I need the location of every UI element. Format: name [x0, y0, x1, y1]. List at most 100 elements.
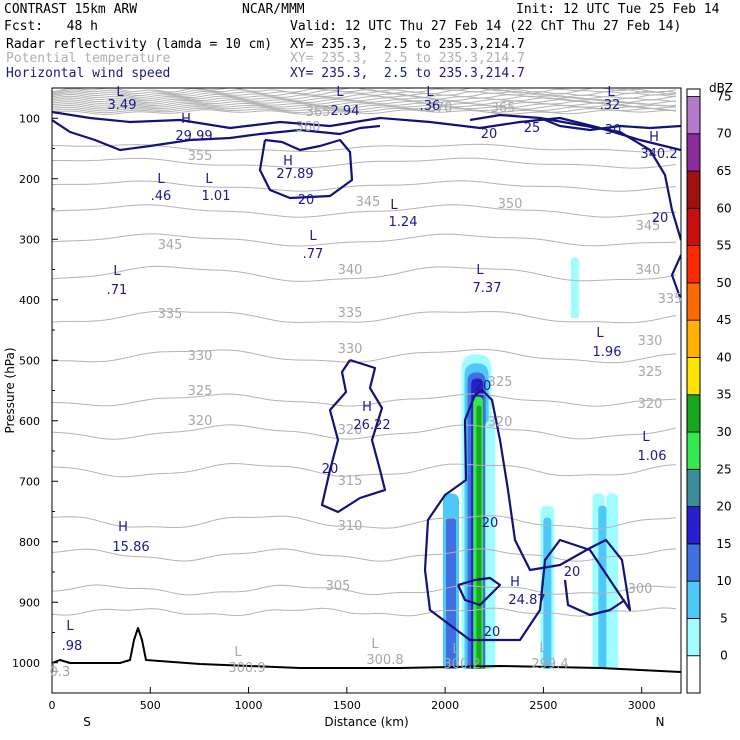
theta-label: 340	[636, 263, 661, 278]
high-marker: H	[649, 130, 659, 145]
theta-label: 335	[338, 306, 363, 321]
theta-contour	[52, 107, 677, 114]
colorbar-swatch	[686, 580, 701, 619]
wind-label: 25	[524, 121, 541, 136]
colorbar-swatch	[686, 170, 701, 209]
theta-label: 345	[356, 195, 381, 210]
x-tick-label: 0	[49, 699, 56, 712]
field-theta-xy: XY= 235.3, 2.5 to 235.3,214.7	[290, 51, 525, 66]
colorbar-label: 5	[720, 611, 728, 625]
theta-label: 325	[638, 365, 663, 380]
colorbar-label: 60	[716, 201, 731, 215]
y-tick-label: 800	[19, 536, 40, 549]
colorbar-swatch	[686, 618, 701, 657]
terrain	[51, 627, 682, 673]
colorbar-unit: dBZ	[709, 81, 733, 95]
colorbar-swatch	[686, 207, 701, 246]
y-axis-title: Pressure (hPa)	[3, 347, 17, 433]
high-marker: H	[181, 112, 191, 127]
marker-value: .46	[151, 189, 172, 204]
theta-contour	[52, 463, 677, 478]
colorbar-label: 45	[716, 313, 731, 327]
x-tick-label: 500	[140, 699, 161, 712]
colorbar-swatch	[686, 319, 701, 358]
theta-label: 300	[628, 582, 653, 597]
marker-value: 26.22	[353, 418, 390, 433]
marker-value: 1.24	[389, 215, 418, 230]
theta-label: 335	[158, 307, 183, 322]
low-marker: L	[309, 229, 317, 244]
colorbar-label: 65	[716, 164, 731, 178]
wind-contour	[52, 110, 681, 152]
x-axis-title: Distance (km)	[324, 715, 408, 729]
theta-contour	[52, 99, 677, 105]
theta-label: 345	[158, 238, 183, 253]
low-marker: L	[452, 642, 460, 657]
wind-contour	[469, 113, 681, 241]
theta-label: 310	[338, 519, 363, 534]
terrain-line	[51, 627, 682, 673]
theta-label: 320	[188, 414, 213, 429]
marker-value: 300.9	[228, 661, 265, 676]
plot-border	[51, 87, 682, 694]
y-tick-label: 100	[19, 112, 40, 125]
theta-contour	[52, 310, 677, 324]
low-marker: L	[476, 263, 484, 278]
wind-label: 20	[298, 193, 315, 208]
theta-contour	[52, 515, 677, 530]
wind-label: 20	[475, 379, 492, 394]
reflectivity-cell	[485, 420, 496, 669]
colorbar-swatch	[686, 468, 701, 507]
theta-label: 355	[188, 149, 213, 164]
marker-value: 27.89	[276, 167, 313, 182]
theta-contour	[52, 109, 677, 115]
colorbar-label: 15	[716, 537, 731, 551]
colorbar-swatch	[686, 96, 701, 135]
theta-label: 350	[498, 197, 523, 212]
theta-label: 335	[658, 292, 683, 307]
theta-contour	[52, 102, 677, 108]
theta-contour	[52, 233, 677, 247]
organization: NCAR/MMM	[242, 2, 305, 17]
high-marker: H	[362, 400, 372, 415]
high-marker: H	[510, 575, 520, 590]
colorbar-label: 40	[716, 350, 731, 364]
init-time: Init: 12 UTC Tue 25 Feb 14	[516, 2, 720, 17]
low-marker: L	[539, 641, 547, 656]
theta-contour	[52, 180, 677, 192]
marker-value: 340.2	[640, 147, 677, 162]
forecast-hour: Fcst: 48 h	[4, 19, 98, 34]
colorbar-swatch	[686, 357, 701, 396]
theta-contour	[52, 88, 677, 93]
wind-contour	[320, 358, 387, 514]
theta-label: 365	[491, 101, 516, 116]
marker-value: 300.8	[366, 653, 403, 668]
x-tick-label: 2000	[431, 699, 459, 712]
theta-contour	[52, 106, 677, 112]
colorbar-swatch	[686, 133, 701, 172]
low-marker: L	[234, 645, 242, 660]
y-tick-label: 400	[19, 294, 40, 307]
colorbar-label: 20	[716, 500, 731, 514]
field-reflectivity-xy: XY= 235.3, 2.5 to 235.3,214.7	[290, 37, 525, 52]
reflectivity-cell	[446, 517, 457, 669]
colorbar-label: 35	[716, 388, 731, 402]
theta-label: 365	[306, 105, 331, 120]
marker-value: .98	[62, 639, 83, 654]
low-marker: L	[113, 264, 121, 279]
x-tick-label: 1000	[235, 699, 263, 712]
x-tick-label: 1500	[333, 699, 361, 712]
low-marker: L	[390, 198, 398, 213]
wind-label: 20	[481, 127, 498, 142]
marker-value: 3.49	[108, 98, 137, 113]
theta-label: 340	[338, 263, 363, 278]
colorbar-swatch	[686, 655, 701, 694]
theta-contour	[52, 100, 677, 107]
wind-contour	[539, 116, 681, 132]
marker-value: 29.99	[175, 129, 212, 144]
theta-label: 370	[428, 101, 453, 116]
wind-contour	[670, 254, 681, 301]
